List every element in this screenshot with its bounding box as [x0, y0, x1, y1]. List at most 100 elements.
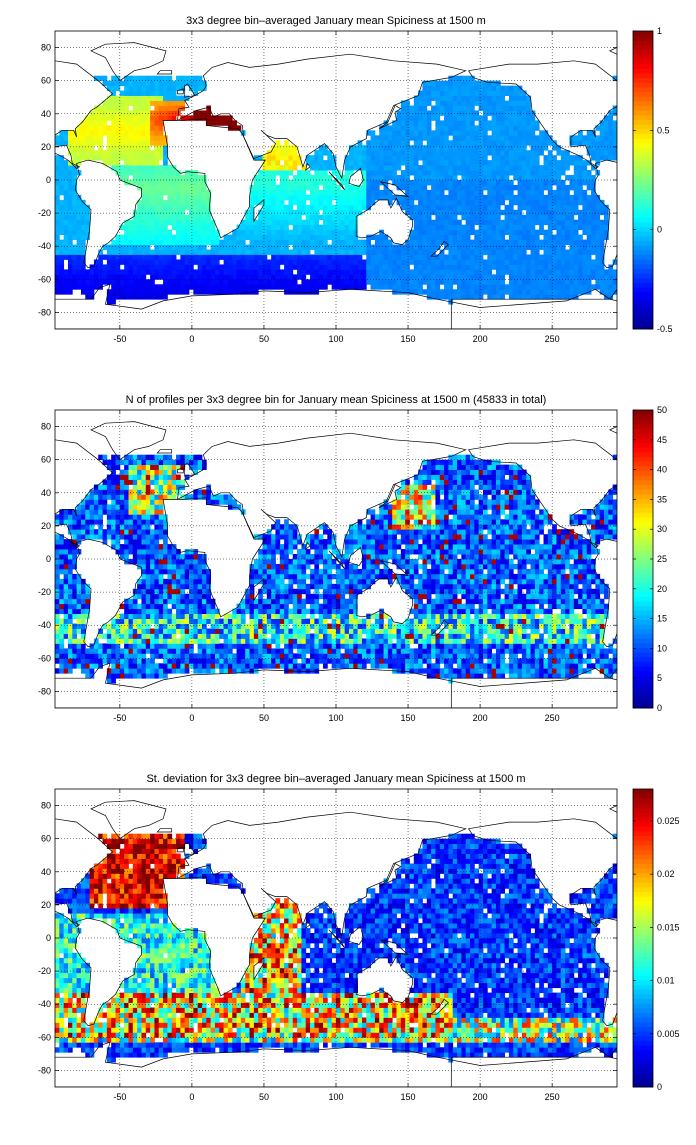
heatmap-cell — [137, 106, 142, 111]
heatmap-cell — [431, 115, 436, 120]
heatmap-cell — [608, 269, 613, 274]
heatmap-cell — [250, 269, 255, 274]
heatmap-cell — [509, 294, 514, 299]
heatmap-cell — [163, 544, 168, 549]
heatmap-cell — [548, 175, 553, 180]
heatmap-cell — [470, 294, 475, 299]
heatmap-cell — [366, 170, 371, 175]
heatmap-cell — [85, 594, 90, 599]
heatmap-cell — [137, 215, 142, 220]
heatmap-cell — [453, 215, 458, 220]
heatmap-cell — [271, 200, 276, 205]
heatmap-cell — [150, 110, 155, 115]
heatmap-cell — [457, 274, 462, 279]
heatmap-cell — [258, 264, 263, 269]
heatmap-cell — [159, 200, 164, 205]
heatmap-cell — [565, 205, 570, 210]
heatmap-cell — [578, 195, 583, 200]
colorbar-swatch — [633, 161, 653, 166]
heatmap-cell — [301, 200, 306, 205]
heatmap-cell — [284, 210, 289, 215]
heatmap-cell — [388, 264, 393, 269]
heatmap-cell — [111, 115, 116, 120]
heatmap-cell — [120, 91, 125, 96]
heatmap-cell — [280, 180, 285, 185]
heatmap-cell — [293, 284, 298, 289]
heatmap-cell — [172, 101, 177, 106]
heatmap-cell — [111, 460, 116, 465]
colorbar-swatch — [633, 129, 653, 134]
heatmap-cell — [569, 259, 574, 264]
heatmap-cell — [444, 269, 449, 274]
heatmap-cell — [275, 269, 280, 274]
heatmap-cell — [314, 279, 319, 284]
heatmap-cell — [64, 240, 69, 245]
heatmap-cell — [55, 160, 60, 165]
heatmap-cell — [133, 634, 138, 639]
heatmap-cell — [397, 110, 402, 115]
heatmap-cell — [146, 150, 151, 155]
heatmap-cell — [310, 205, 315, 210]
heatmap-cell — [77, 130, 82, 135]
heatmap-cell — [297, 220, 302, 225]
heatmap-cell — [154, 599, 159, 604]
heatmap-cell — [159, 130, 164, 135]
heatmap-cell — [422, 120, 427, 125]
heatmap-cell — [258, 185, 263, 190]
heatmap-cell — [409, 180, 414, 185]
heatmap-cell — [128, 86, 133, 91]
heatmap-cell — [141, 235, 146, 240]
heatmap-cell — [306, 284, 311, 289]
heatmap-cell — [159, 514, 164, 519]
heatmap-cell — [150, 240, 155, 245]
heatmap-cell — [141, 455, 146, 460]
heatmap-cell — [349, 250, 354, 255]
heatmap-cell — [457, 125, 462, 130]
heatmap-cell — [332, 284, 337, 289]
colorbar-swatch — [633, 119, 653, 124]
heatmap-cell — [68, 594, 73, 599]
heatmap-cell — [422, 225, 427, 230]
heatmap-cell — [284, 220, 289, 225]
heatmap-cell — [284, 225, 289, 230]
heatmap-cell — [414, 230, 419, 235]
heatmap-cell — [141, 643, 146, 648]
heatmap-cell — [159, 485, 164, 490]
heatmap-cell — [518, 110, 523, 115]
heatmap-cell — [68, 663, 73, 668]
heatmap-cell — [150, 210, 155, 215]
heatmap-cell — [185, 230, 190, 235]
heatmap-cell — [159, 494, 164, 499]
heatmap-cell — [206, 115, 211, 120]
heatmap-cell — [323, 170, 328, 175]
heatmap-cell — [120, 658, 125, 663]
heatmap-cell — [604, 120, 609, 125]
heatmap-cell — [116, 245, 121, 250]
heatmap-cell — [500, 230, 505, 235]
heatmap-cell — [280, 240, 285, 245]
heatmap-cell — [479, 264, 484, 269]
heatmap-cell — [258, 195, 263, 200]
heatmap-cell — [154, 624, 159, 629]
heatmap-cell — [180, 190, 185, 195]
heatmap-cell — [163, 569, 168, 574]
heatmap-cell — [163, 165, 168, 170]
heatmap-cell — [505, 230, 510, 235]
heatmap-cell — [167, 658, 172, 663]
heatmap-cell — [120, 549, 125, 554]
heatmap-cell — [608, 130, 613, 135]
heatmap-cell — [146, 624, 151, 629]
heatmap-cell — [81, 643, 86, 648]
heatmap-cell — [492, 274, 497, 279]
heatmap-cell — [500, 220, 505, 225]
heatmap-cell — [457, 294, 462, 299]
heatmap-cell — [327, 235, 332, 240]
colorbar-swatch — [633, 222, 653, 227]
heatmap-cell — [267, 264, 272, 269]
heatmap-cell — [185, 220, 190, 225]
heatmap-cell — [172, 81, 177, 86]
heatmap-cell — [59, 648, 64, 653]
heatmap-cell — [146, 279, 151, 284]
heatmap-cell — [431, 289, 436, 294]
heatmap-cell — [427, 155, 432, 160]
